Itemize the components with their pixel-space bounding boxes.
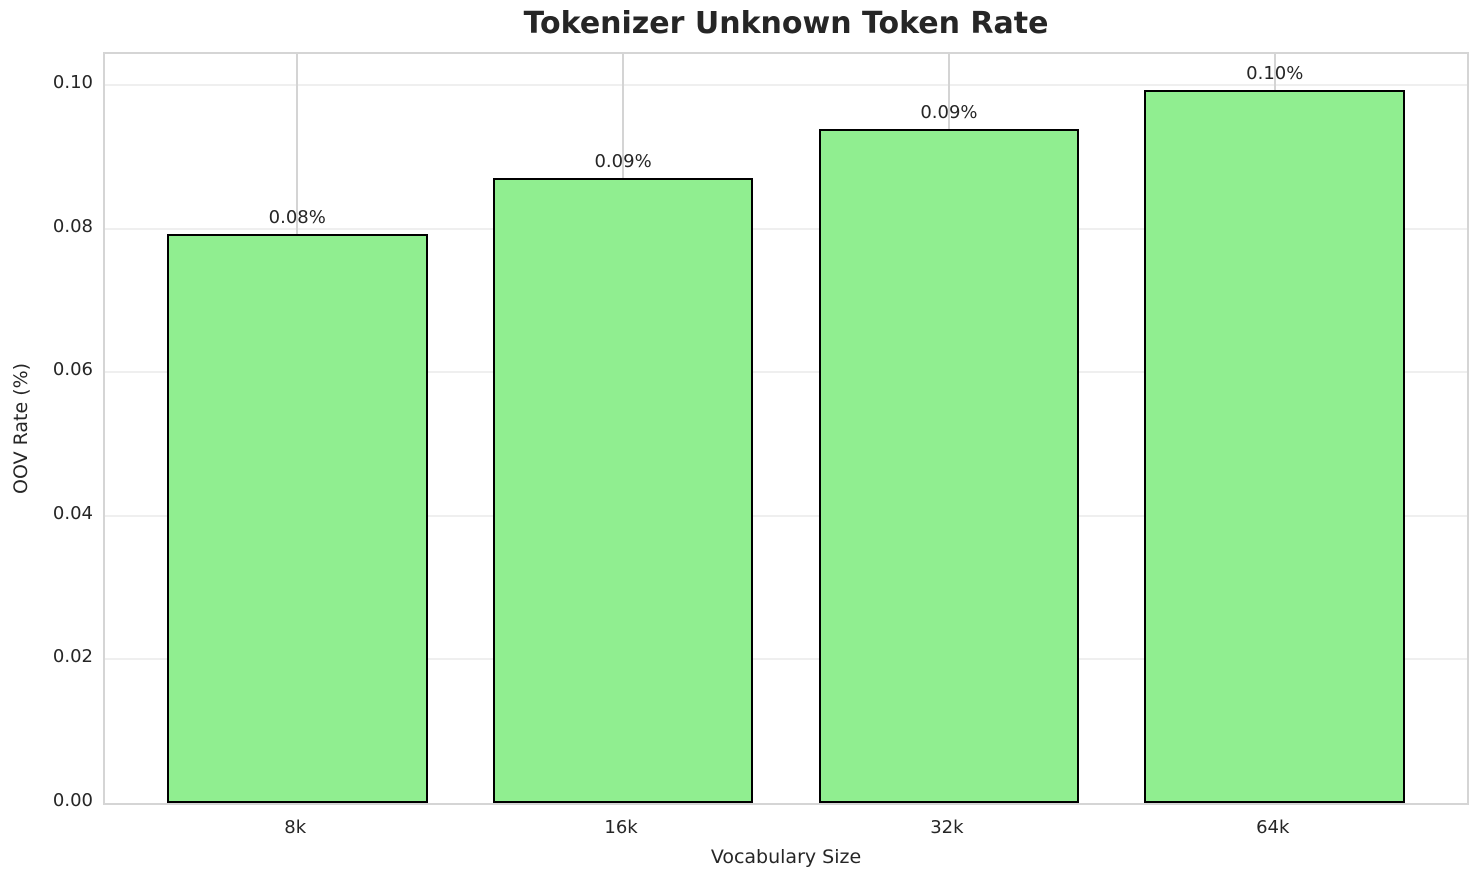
x-axis-label: Vocabulary Size bbox=[710, 846, 862, 868]
y-tick-label: 0.08 bbox=[52, 215, 93, 237]
x-tick-label: 8k bbox=[284, 817, 307, 838]
plot-area: 0.08% 0.09% 0.09% 0.10% bbox=[103, 52, 1469, 805]
h-gridline bbox=[105, 658, 1467, 661]
y-tick-label: 0.04 bbox=[52, 502, 93, 524]
bar-value-label: 0.09% bbox=[920, 101, 978, 123]
bar-value-label: 0.08% bbox=[268, 207, 326, 229]
x-tick-label: 64k bbox=[1256, 817, 1290, 838]
y-tick-label: 0.06 bbox=[52, 359, 93, 381]
y-tick-label: 0.00 bbox=[52, 790, 93, 811]
x-tick-label: 16k bbox=[604, 817, 638, 838]
h-gridline bbox=[105, 227, 1467, 230]
x-tick-label: 32k bbox=[930, 817, 964, 838]
h-gridline bbox=[105, 83, 1467, 86]
bar-value-label: 0.10% bbox=[1246, 62, 1304, 84]
bar bbox=[1144, 89, 1406, 803]
bar bbox=[818, 128, 1080, 803]
h-gridline bbox=[105, 514, 1467, 517]
y-axis-label: OOV Rate (%) bbox=[10, 362, 32, 495]
bar bbox=[492, 177, 754, 803]
bar-value-label: 0.09% bbox=[594, 150, 652, 172]
chart-title: Tokenizer Unknown Token Rate bbox=[523, 6, 1049, 41]
y-tick-label: 0.10 bbox=[52, 71, 93, 93]
y-tick-label: 0.02 bbox=[52, 646, 93, 668]
h-gridline bbox=[105, 371, 1467, 374]
bar bbox=[166, 234, 428, 803]
